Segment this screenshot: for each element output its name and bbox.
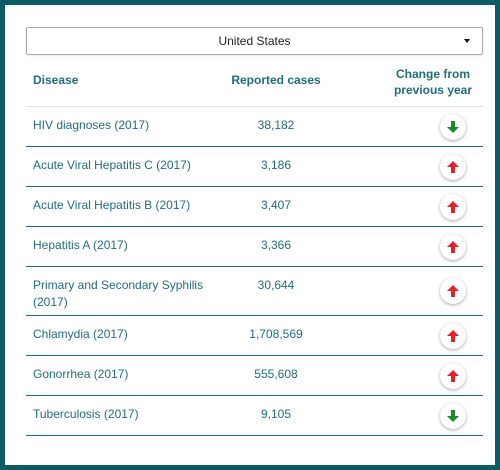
reported-cases: 9,105	[260, 407, 292, 421]
disease-name: HIV diagnoses (2017)	[33, 118, 150, 132]
caret-down-icon	[464, 39, 470, 43]
change-indicator-button[interactable]	[440, 234, 466, 260]
region-select[interactable]: United States	[26, 27, 483, 55]
table-row: Primary and Secondary Syphilis (2017) 30,…	[26, 267, 483, 316]
table-row: Acute Viral Hepatitis C (2017) 3,186	[26, 147, 483, 187]
disease-table-body: HIV diagnoses (2017) 38,182 Acute Viral He…	[26, 107, 483, 436]
table-row: Gonorrhea (2017) 555,608	[26, 356, 483, 396]
table-row: HIV diagnoses (2017) 38,182	[26, 107, 483, 147]
column-header-change-line1: Change from	[395, 67, 470, 81]
change-indicator-button[interactable]	[440, 154, 466, 180]
column-header-disease[interactable]: Disease	[33, 73, 79, 87]
disease-name: Tuberculosis (2017)	[33, 407, 139, 421]
table-row: Chlamydia (2017) 1,708,569	[26, 316, 483, 356]
reported-cases: 3,407	[260, 198, 292, 212]
table-row: Acute Viral Hepatitis B (2017) 3,407	[26, 187, 483, 227]
reported-cases: 30,644	[257, 278, 295, 292]
reported-cases: 38,182	[257, 118, 295, 132]
change-indicator-button[interactable]	[440, 278, 466, 304]
change-indicator-button[interactable]	[440, 114, 466, 140]
column-header-change[interactable]: Change from previous year	[383, 66, 483, 98]
change-indicator-button[interactable]	[440, 403, 466, 429]
header-divider	[26, 106, 483, 107]
disease-name: Primary and Secondary Syphilis (2017)	[33, 278, 204, 309]
column-header-cases[interactable]: Reported cases	[231, 73, 321, 87]
change-indicator-button[interactable]	[440, 194, 466, 220]
reported-cases: 3,366	[260, 238, 292, 252]
disease-name: Hepatitis A (2017)	[33, 238, 128, 252]
region-select-value: United States	[218, 34, 291, 48]
table-row: Tuberculosis (2017) 9,105	[26, 396, 483, 436]
change-indicator-button[interactable]	[440, 363, 466, 389]
disease-name: Acute Viral Hepatitis C (2017)	[33, 158, 191, 172]
disease-name: Chlamydia (2017)	[33, 327, 128, 341]
disease-name: Acute Viral Hepatitis B (2017)	[33, 198, 191, 212]
table-row: Hepatitis A (2017) 3,366	[26, 227, 483, 267]
column-header-change-line2: previous year	[393, 83, 473, 97]
reported-cases: 1,708,569	[249, 327, 303, 341]
change-indicator-button[interactable]	[440, 323, 466, 349]
disease-name: Gonorrhea (2017)	[33, 367, 129, 381]
reported-cases: 3,186	[260, 158, 292, 172]
reported-cases: 555,608	[254, 367, 298, 381]
